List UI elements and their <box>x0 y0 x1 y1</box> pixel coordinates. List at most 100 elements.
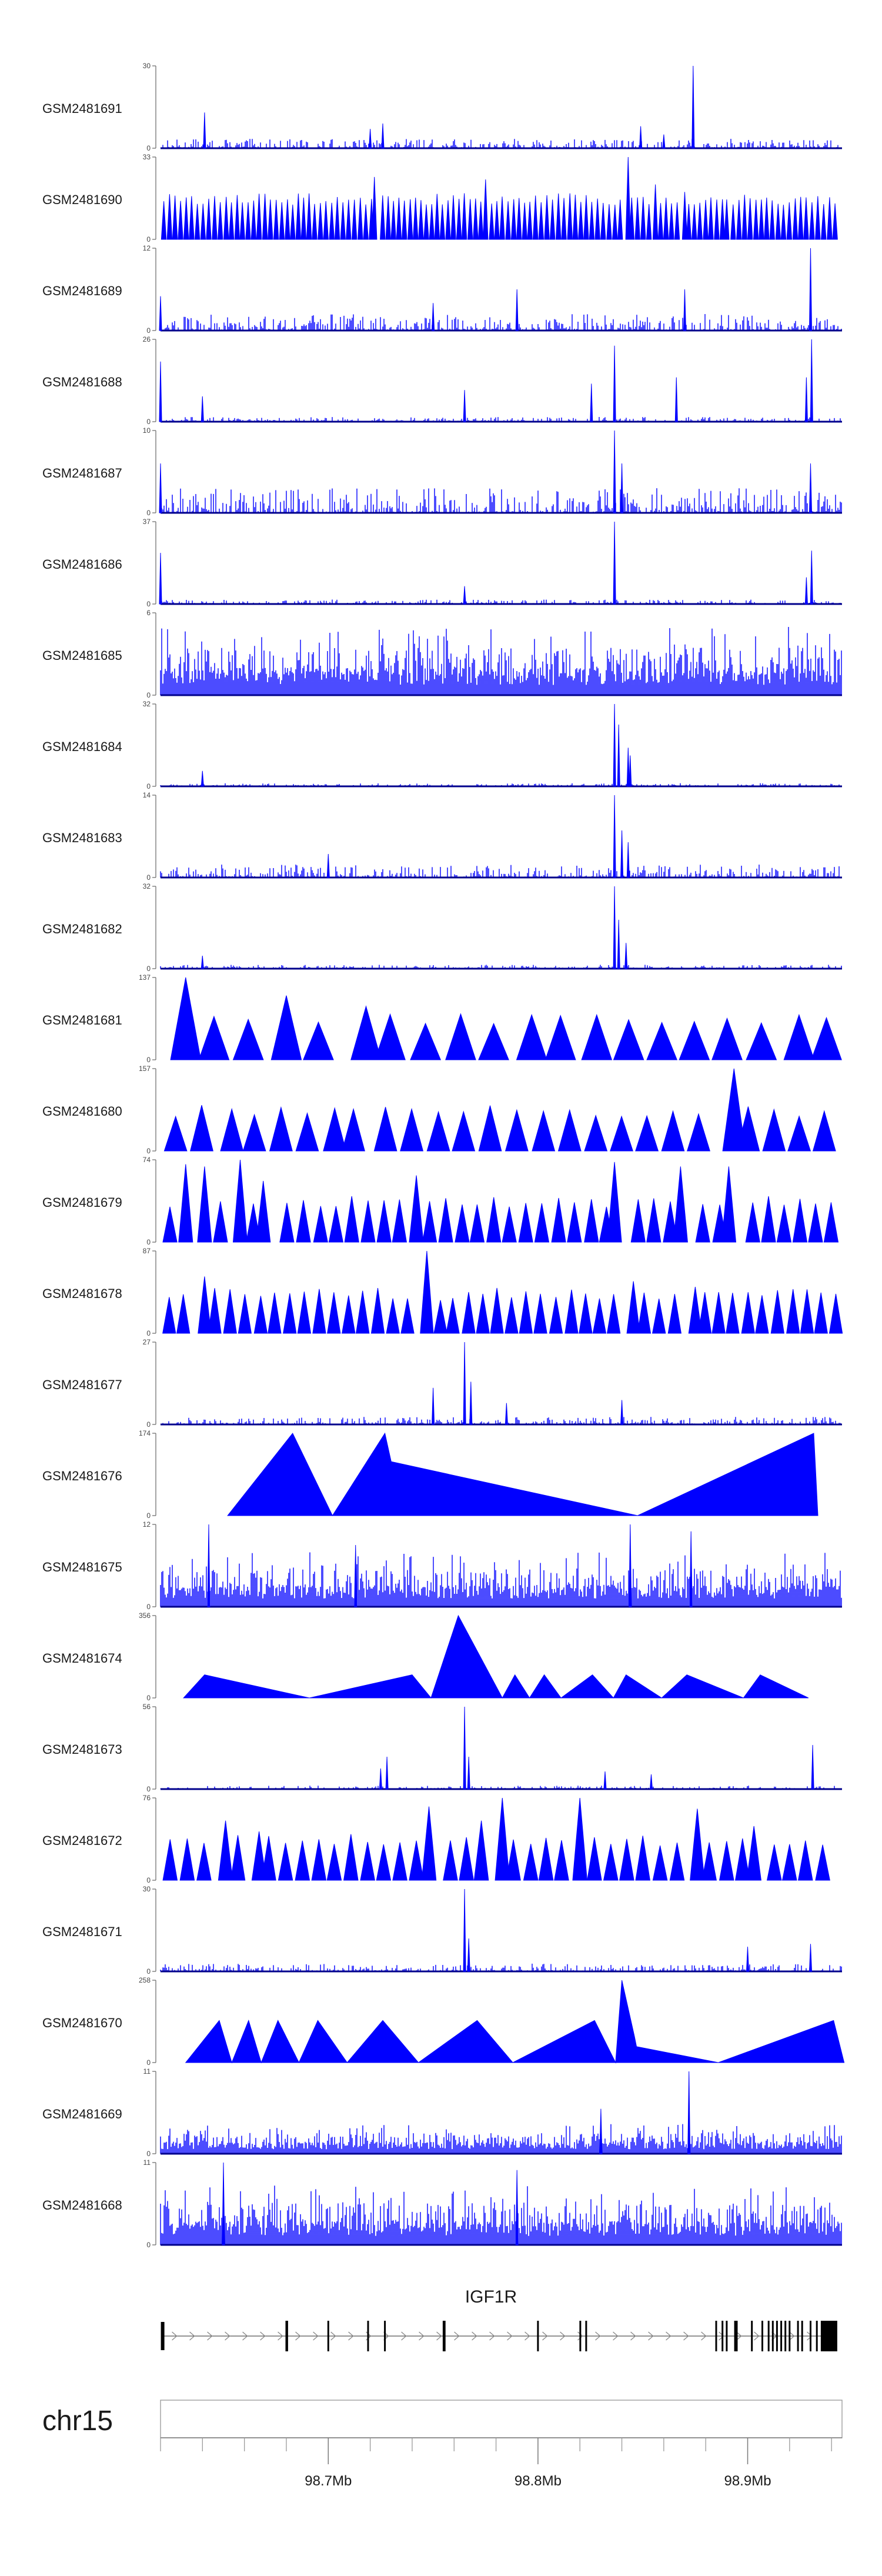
coverage-peak <box>663 198 669 240</box>
coverage-peak <box>812 1110 836 1152</box>
coverage-peak <box>450 195 456 240</box>
coverage-peak <box>400 1298 415 1334</box>
coverage-peak <box>703 199 709 240</box>
track-GSM2481673: GSM2481673 56 0 <box>42 1703 842 1793</box>
coverage-peak <box>311 1839 327 1881</box>
coverage-peak <box>178 201 183 240</box>
track-ymin-label: 0 <box>146 1329 151 1337</box>
gene-exon <box>327 2321 329 2351</box>
coverage-peak <box>669 1843 685 1881</box>
coverage-peak <box>483 179 489 240</box>
track-GSM2481678: GSM2481678 87 0 <box>42 1247 843 1337</box>
coverage-peak <box>296 1200 311 1243</box>
coverage-peak <box>234 195 240 240</box>
coverage-peak <box>201 956 204 969</box>
gene-exon <box>776 2321 778 2351</box>
coverage-peak <box>640 196 646 240</box>
coverage-peak <box>581 1013 613 1060</box>
coverage-peak <box>792 1199 808 1243</box>
track-ymin-label: 0 <box>146 2058 151 2067</box>
track-label: GSM2481688 <box>42 375 122 389</box>
coverage-peak <box>823 1202 839 1243</box>
gene-strand-chevron <box>613 2331 619 2341</box>
gene-strand-chevron <box>401 2331 407 2341</box>
coverage-peak <box>781 1844 797 1881</box>
coverage-peak <box>711 1292 726 1334</box>
track-label: GSM2481670 <box>42 2016 122 2030</box>
coverage-signal <box>160 1963 842 1971</box>
coverage-peak <box>183 197 189 240</box>
coverage-peak <box>698 1292 712 1334</box>
coverage-peak <box>172 195 178 240</box>
coverage-peak <box>456 198 462 240</box>
chromosome-ideogram: chr15 98.7Mb 98.8Mb 98.9Mb <box>42 2400 843 2489</box>
track-ymax-label: 56 <box>143 1703 151 1711</box>
coverage-peak <box>326 1844 342 1881</box>
coverage-peak <box>426 1110 450 1152</box>
coverage-peak <box>629 197 635 240</box>
gene-strand-chevron <box>207 2331 213 2341</box>
track-ymin-label: 0 <box>146 1876 151 1884</box>
coverage-peak <box>610 1115 633 1152</box>
coverage-peak <box>746 1022 777 1060</box>
gene-exon <box>734 2321 736 2351</box>
coverage-peak <box>652 184 659 240</box>
coverage-area <box>185 1980 845 2064</box>
track-GSM2481686: GSM2481686 37 0 <box>42 518 842 608</box>
coverage-peak <box>533 1293 547 1334</box>
coverage-peak <box>800 1289 814 1334</box>
gene-strand-chevron <box>260 2331 266 2341</box>
coverage-peak <box>438 1198 453 1243</box>
gene-strand-chevron <box>560 2331 566 2341</box>
coverage-peak <box>607 1162 622 1243</box>
coverage-peak <box>323 201 329 240</box>
track-ymax-label: 74 <box>143 1156 151 1164</box>
gene-strand-chevron <box>807 2331 813 2341</box>
coverage-peak <box>711 1017 743 1060</box>
coverage-peak <box>360 1200 376 1243</box>
track-ymax-label: 174 <box>139 1429 151 1437</box>
coverage-peak <box>413 198 419 240</box>
coverage-signal <box>160 139 842 148</box>
gene-exon <box>780 2321 783 2351</box>
coverage-peak <box>747 198 753 240</box>
coverage-peak <box>808 248 813 331</box>
track-label: GSM2481679 <box>42 1195 122 1210</box>
coverage-peak <box>673 1166 688 1243</box>
coverage-peak <box>626 1281 640 1334</box>
track-label: GSM2481673 <box>42 1742 122 1757</box>
track-ymax-label: 6 <box>146 609 151 617</box>
gene-strand-chevron <box>330 2331 336 2341</box>
coverage-peak <box>452 1110 476 1152</box>
coverage-peak <box>625 156 631 240</box>
gene-strand-chevron <box>225 2331 230 2341</box>
coverage-peak <box>269 1106 293 1152</box>
coverage-peak <box>629 1524 632 1607</box>
coverage-peak <box>318 203 323 240</box>
coverage-peak <box>502 1206 517 1243</box>
coverage-peak <box>736 199 742 240</box>
gene-strand-chevron <box>524 2331 530 2341</box>
coverage-peak <box>701 1842 717 1881</box>
track-ymin-label: 0 <box>146 691 151 699</box>
gene-exon <box>443 2321 446 2351</box>
track-ymax-label: 32 <box>143 700 151 708</box>
coverage-peak <box>159 361 162 422</box>
coverage-peak <box>433 1300 447 1334</box>
coverage-peak <box>423 204 429 240</box>
track-label: GSM2481691 <box>42 101 122 116</box>
track-label: GSM2481671 <box>42 1924 122 1939</box>
gene-exon <box>442 2321 445 2351</box>
coverage-peak <box>613 345 616 422</box>
track-ymin-label: 0 <box>146 326 151 335</box>
coverage-peak <box>342 1295 356 1334</box>
coverage-peak <box>380 195 386 240</box>
coverage-peak <box>613 703 616 787</box>
coverage-peak <box>572 195 579 240</box>
coverage-peak <box>532 195 539 240</box>
coverage-peak <box>463 1888 466 1972</box>
track-label: GSM2481677 <box>42 1377 122 1392</box>
track-GSM2481669: GSM2481669 11 0 <box>42 2067 842 2158</box>
track-GSM2481680: GSM2481680 157 0 <box>42 1065 836 1155</box>
